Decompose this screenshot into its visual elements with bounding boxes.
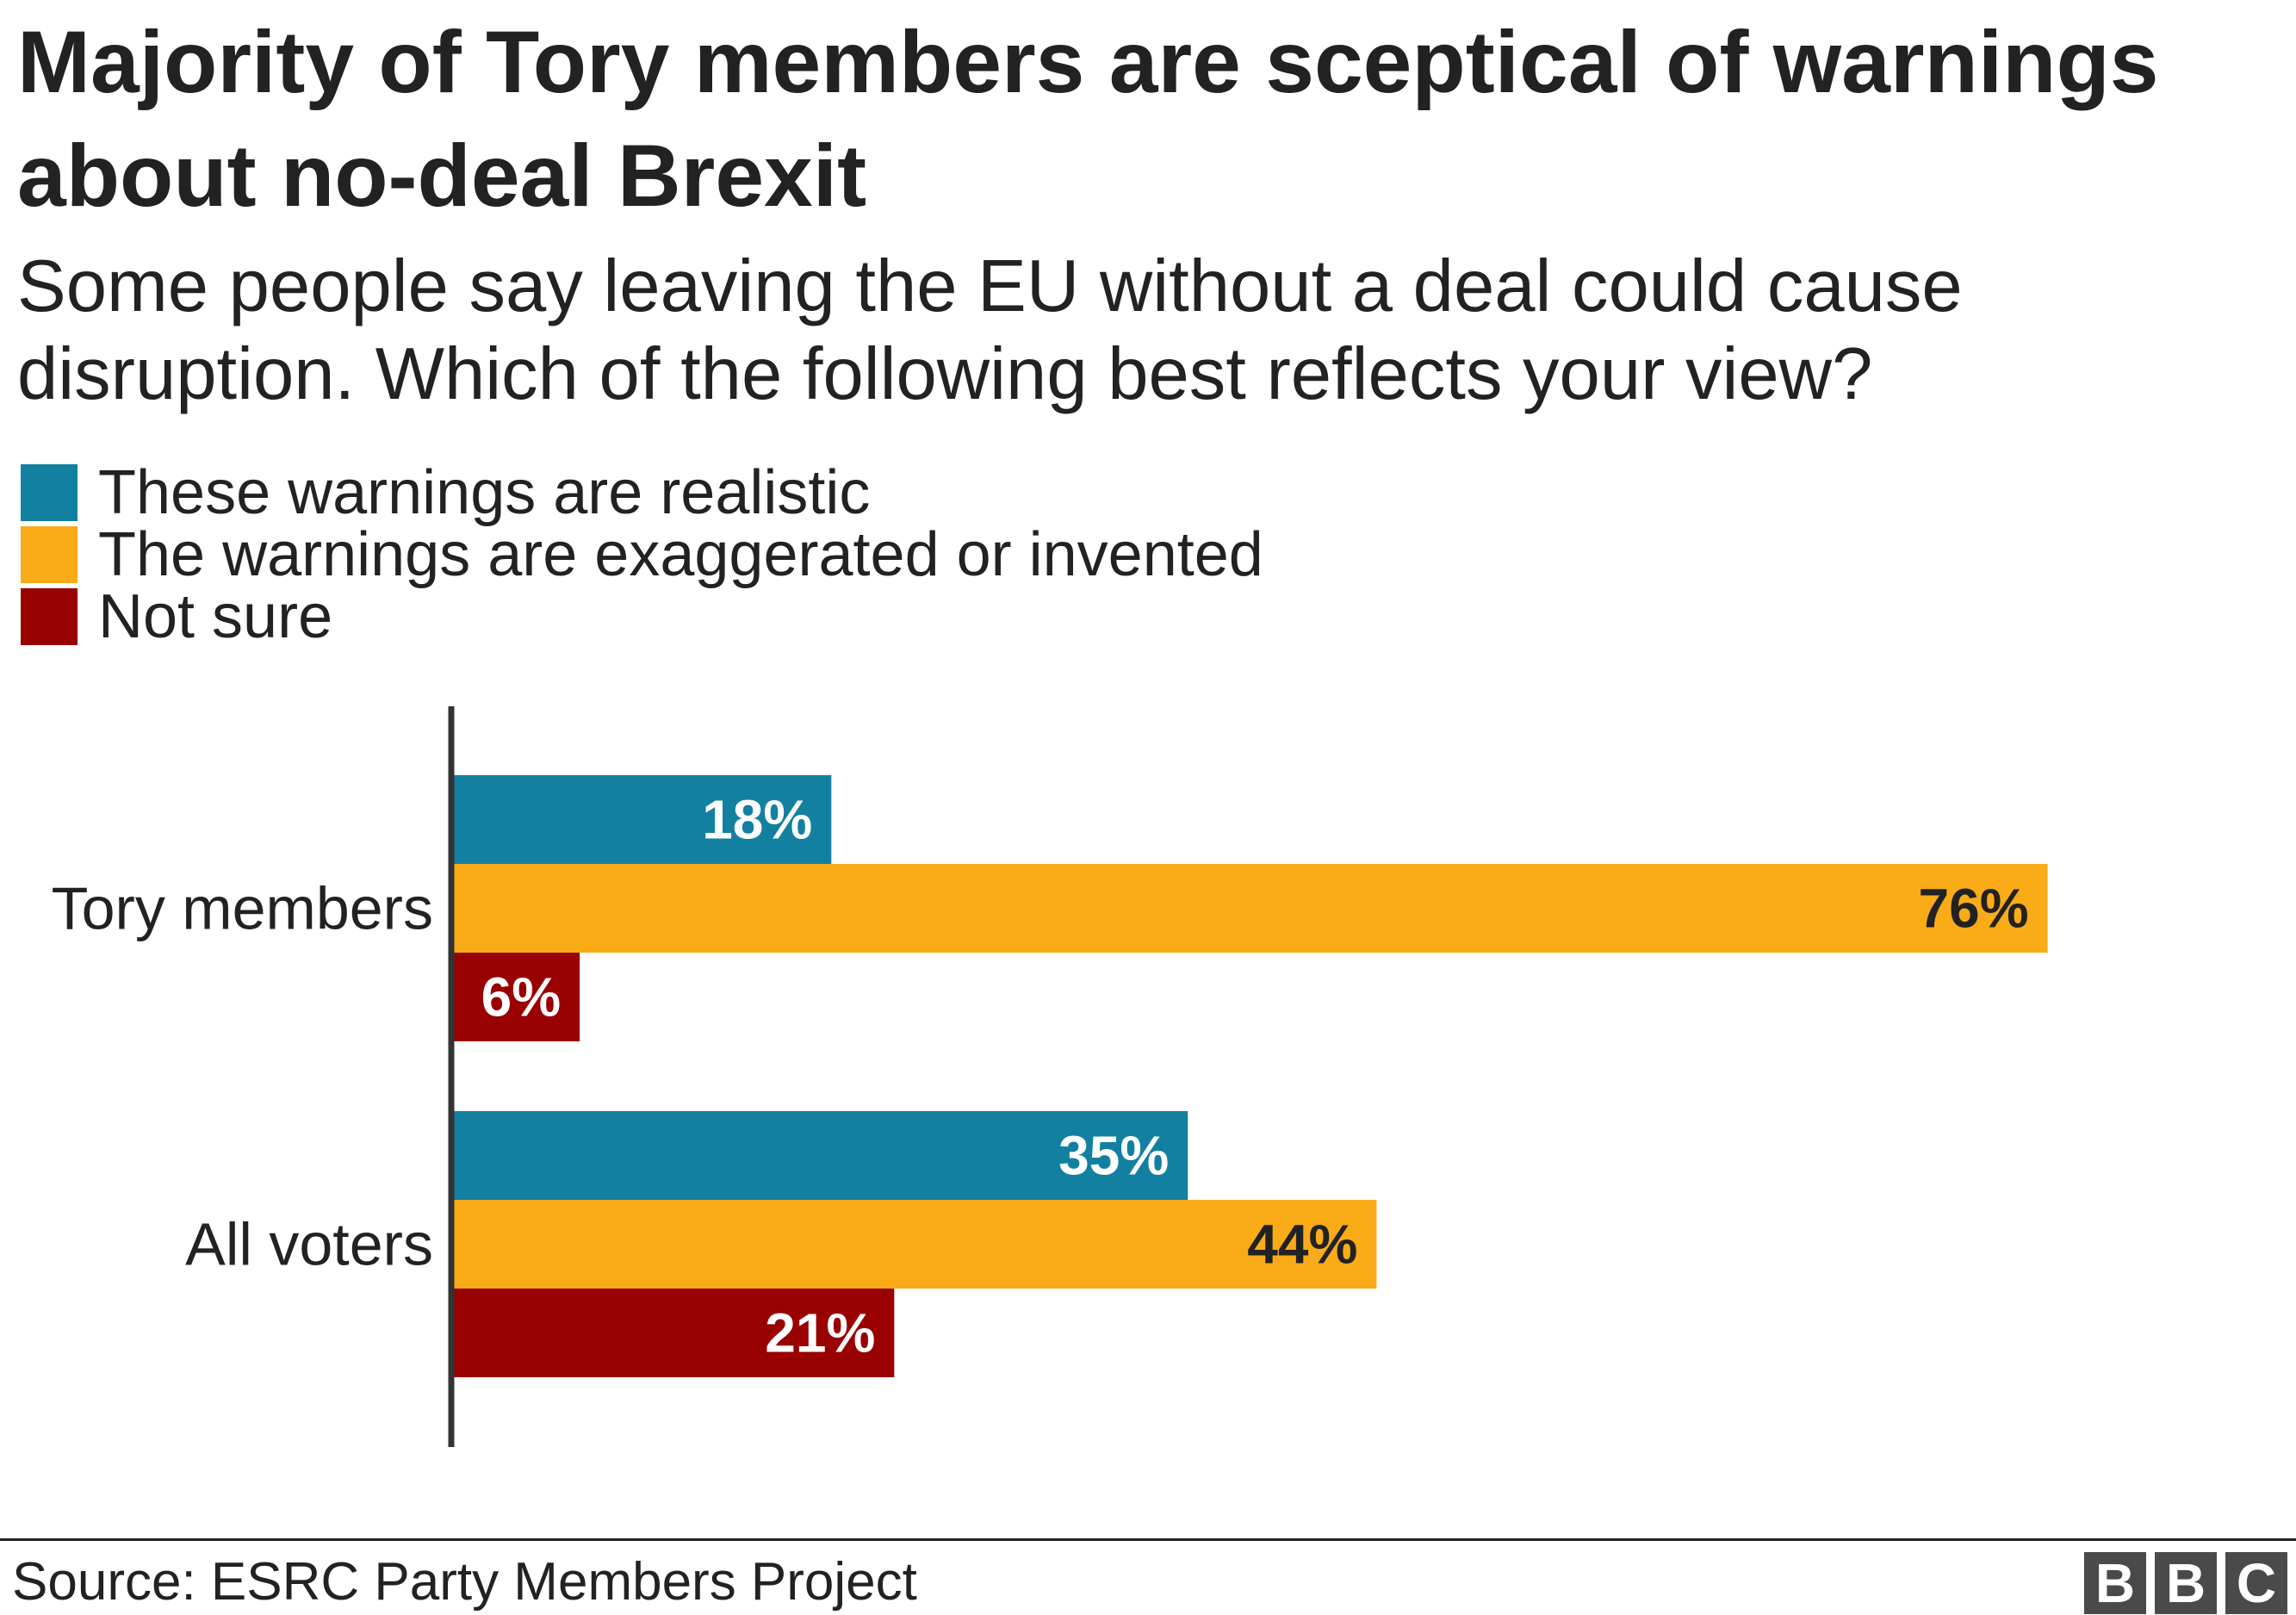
chart-title: Majority of Tory members are sceptical o…	[17, 13, 2159, 225]
bar	[454, 775, 832, 864]
legend-item-exaggerated: The warnings are exaggerated or invented	[21, 524, 1263, 586]
legend-swatch-not-sure	[21, 588, 78, 645]
data-label: 76%	[1919, 878, 2029, 940]
source-note: Source: ESRC Party Members Project	[12, 1552, 917, 1612]
legend-label-realistic: These warnings are realistic	[98, 458, 871, 527]
bar	[454, 1200, 1377, 1289]
bbc-logo-letter-b2: B	[2155, 1552, 2217, 1614]
footer-divider	[0, 1538, 2296, 1541]
category-label: Tory members	[52, 875, 433, 942]
data-label: 21%	[765, 1302, 875, 1364]
bbc-logo-letter-c: C	[2225, 1552, 2287, 1614]
legend-label-exaggerated: The warnings are exaggerated or invented	[98, 520, 1263, 589]
bar	[454, 864, 2048, 953]
data-label: 6%	[481, 966, 562, 1028]
legend-swatch-exaggerated	[21, 526, 78, 583]
bar	[454, 1289, 895, 1377]
category-label: All voters	[185, 1211, 433, 1278]
data-label: 35%	[1058, 1125, 1169, 1187]
bbc-logo-letter-b1: B	[2084, 1552, 2146, 1614]
chart-subtitle: Some people say leaving the EU without a…	[17, 245, 1963, 415]
bar-chart: Tory members 18% 76% 6% All voters 35% 44% 21%	[52, 706, 2048, 1447]
data-label: 18%	[702, 789, 812, 851]
legend-label-not-sure: Not sure	[98, 582, 333, 651]
legend-item-realistic: These warnings are realistic	[21, 462, 1263, 524]
legend-swatch-realistic	[21, 464, 78, 521]
legend-item-not-sure: Not sure	[21, 586, 1263, 648]
legend: These warnings are realistic The warning…	[21, 462, 1263, 648]
data-label: 44%	[1247, 1214, 1357, 1276]
bar	[454, 1111, 1188, 1200]
bbc-logo: B B C	[2084, 1552, 2287, 1614]
bar	[454, 953, 580, 1041]
